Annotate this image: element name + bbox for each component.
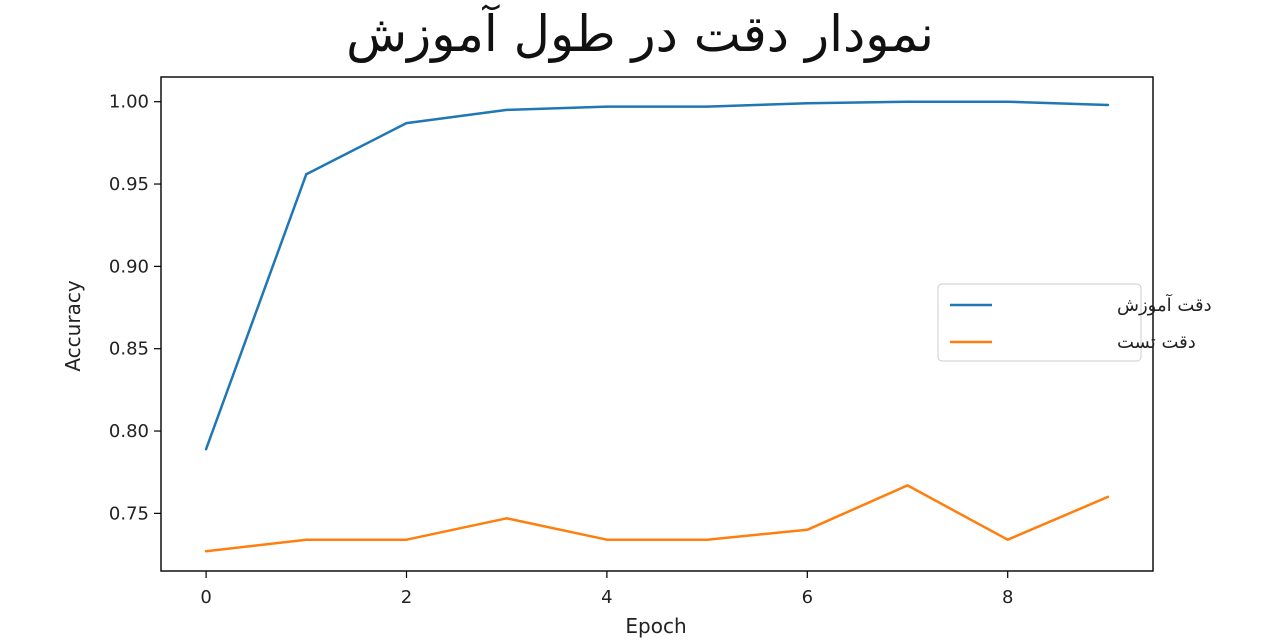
data-point (906, 484, 909, 487)
data-point (705, 538, 709, 541)
data-point (906, 100, 909, 103)
x-tick-label: 8 (1002, 587, 1013, 608)
data-point (605, 105, 609, 108)
x-tick-label: 4 (601, 587, 612, 608)
x-tick-label: 0 (200, 587, 211, 608)
data-point (204, 447, 208, 451)
series-line-1 (204, 484, 1110, 553)
data-point (405, 538, 408, 541)
data-point (806, 102, 809, 105)
y-tick-label: 0.75 (109, 503, 149, 524)
data-point (1006, 538, 1009, 541)
legend-label-test: دقت تست (1117, 332, 1196, 353)
data-point (605, 538, 609, 541)
series-line-0 (204, 100, 1110, 451)
y-tick-label: 0.80 (109, 421, 149, 442)
legend: دقت آموزش دقت تست (937, 283, 1212, 362)
data-point (1106, 103, 1110, 107)
x-tick-label: 2 (401, 587, 412, 608)
data-point (405, 121, 408, 125)
plot-frame (160, 76, 1154, 572)
data-point (305, 173, 308, 176)
legend-label-train: دقت آموزش (1117, 293, 1212, 316)
chart-title: نمودار دقت در طول آموزش (346, 5, 934, 63)
data-point (1106, 495, 1110, 499)
legend-box (937, 283, 1142, 362)
y-tick-label: 0.85 (109, 339, 149, 360)
data-point (204, 550, 208, 553)
plot-area (204, 100, 1110, 553)
y-axis-label: Accuracy (61, 280, 85, 371)
y-tick-label: 1.00 (109, 92, 149, 113)
y-axis: 0.75 0.80 0.85 0.90 0.95 1.00 (109, 92, 161, 524)
x-tick-label: 6 (802, 587, 813, 608)
x-axis: 0 2 4 6 8 (200, 571, 1013, 608)
data-point (305, 538, 308, 541)
y-tick-label: 0.90 (109, 256, 149, 277)
y-tick-label: 0.95 (109, 174, 149, 195)
data-point (505, 517, 508, 520)
x-axis-label: Epoch (625, 614, 686, 638)
data-point (705, 105, 709, 108)
data-point (505, 108, 508, 112)
data-point (1006, 100, 1009, 103)
data-point (806, 528, 809, 531)
